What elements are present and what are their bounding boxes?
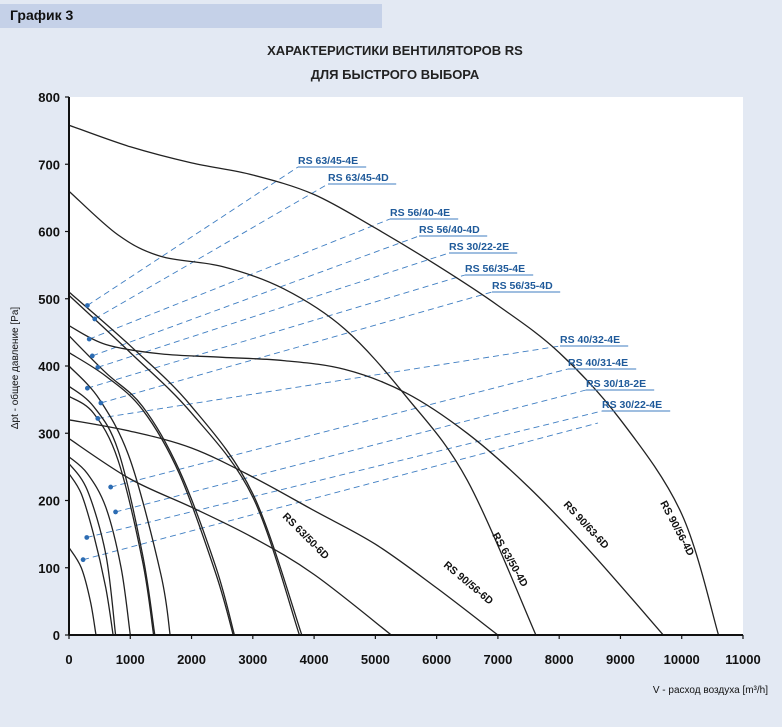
- model-label-rs-40-32-4e: RS 40/32-4E: [560, 334, 620, 346]
- selection-markers: [80, 303, 118, 563]
- selection-marker: [80, 557, 86, 563]
- model-label-rs-30-22-4e: RS 30/22-4E: [602, 399, 662, 411]
- x-tick-label: 11000: [725, 652, 760, 667]
- curve-rs-30-22-4e: [68, 547, 97, 636]
- selection-line: [82, 422, 599, 561]
- model-label-rs-63-45-4e: RS 63/45-4E: [298, 155, 358, 167]
- curve-rs-40-32-4e: [68, 456, 131, 636]
- x-tick-label: 0: [65, 652, 72, 667]
- x-tick-label: 8000: [545, 652, 574, 667]
- curve-rs-30-18-2e: [68, 473, 114, 636]
- header-bar: График 3: [0, 4, 382, 28]
- curve-rs-63-50-4d: [68, 190, 537, 636]
- selection-marker: [84, 385, 90, 391]
- selection-line: [87, 166, 299, 306]
- selection-line: [86, 410, 603, 538]
- y-tick-label: 0: [53, 628, 60, 643]
- x-tick-label: 3000: [238, 652, 267, 667]
- curve-rs-90-56-6d: [68, 419, 499, 636]
- model-label-rs-30-22-2e: RS 30/22-2E: [449, 241, 509, 253]
- y-tick-label: 400: [38, 359, 60, 374]
- selection-marker: [92, 316, 98, 322]
- selection-marker: [84, 535, 90, 540]
- fan-curves: [68, 124, 720, 636]
- curve-rs-40-31-4e: [68, 463, 117, 636]
- selection-line: [94, 183, 329, 320]
- y-tick-label: 800: [38, 90, 60, 105]
- chart-number-label: График 3: [10, 7, 74, 23]
- selection-lines: [82, 166, 603, 561]
- y-tick-label: 500: [38, 292, 60, 307]
- model-label-rs-63-45-4d: RS 63/45-4D: [328, 172, 389, 184]
- selection-line: [115, 389, 587, 513]
- model-label-rs-56-35-4e: RS 56/35-4E: [465, 263, 525, 275]
- selection-line: [97, 252, 450, 368]
- y-tick-label: 300: [38, 426, 60, 441]
- y-tick-label: 700: [38, 157, 60, 172]
- selection-marker: [98, 400, 104, 406]
- selection-marker: [95, 416, 101, 421]
- selection-marker: [89, 353, 95, 359]
- chart-title-line-2: ДЛЯ БЫСТРОГО ВЫБОРА: [311, 67, 480, 82]
- selection-marker: [95, 364, 101, 370]
- selection-marker: [113, 509, 118, 515]
- x-tick-label: 1000: [116, 652, 145, 667]
- x-axis-title: V - расход воздуха [m³/h]: [653, 685, 768, 696]
- curve-rs-63-45-4e: [68, 291, 303, 636]
- curve-rs-30-22-2e: [68, 365, 171, 636]
- selection-line: [87, 274, 466, 389]
- chart-title-line-1: ХАРАКТЕРИСТИКИ ВЕНТИЛЯТОРОВ RS: [267, 43, 523, 58]
- x-tick-label: 7000: [483, 652, 512, 667]
- selection-marker: [84, 303, 90, 308]
- selection-line: [89, 218, 391, 340]
- x-tick-label: 10000: [664, 652, 700, 667]
- model-label-rs-40-31-4e: RS 40/31-4E: [568, 357, 628, 369]
- selection-line: [100, 291, 493, 404]
- tick-labels: 0 1000 2000 3000 4000 5000 6000 7000 8000 9000 100…: [38, 90, 760, 667]
- x-tick-label: 6000: [422, 652, 451, 667]
- curve-rs-56-40-4d: [68, 352, 234, 636]
- selection-marker: [86, 336, 92, 342]
- selection-line: [110, 368, 569, 488]
- model-label-rs-56-40-4d: RS 56/40-4D: [419, 224, 480, 236]
- selection-line: [97, 345, 561, 419]
- curve-rs-90-56-4d: [68, 124, 720, 636]
- y-tick-label: 100: [38, 561, 60, 576]
- curve-rs-90-63-6d: [68, 325, 664, 636]
- curve-rs-56-35-4e: [68, 385, 156, 636]
- y-axis-title: Δpt - общее давление [Pa]: [9, 307, 21, 430]
- curve-rs-56-40-4e: [68, 335, 236, 636]
- model-label-rs-56-40-4e: RS 56/40-4E: [390, 207, 450, 219]
- plot-area: [69, 97, 743, 635]
- curve-rs-56-35-4d: [68, 395, 155, 636]
- curve-rs-63-45-4d: [68, 294, 301, 636]
- selection-line: [92, 235, 420, 357]
- x-tick-label: 9000: [606, 652, 635, 667]
- x-tick-label: 4000: [300, 652, 329, 667]
- x-tick-label: 5000: [361, 652, 390, 667]
- selection-marker: [108, 484, 114, 490]
- model-label-rs-56-35-4d: RS 56/35-4D: [492, 280, 553, 292]
- x-tick-label: 2000: [177, 652, 206, 667]
- y-tick-label: 200: [38, 494, 60, 509]
- y-tick-label: 600: [38, 225, 60, 240]
- model-label-rs-30-18-2e: RS 30/18-2E: [586, 378, 646, 390]
